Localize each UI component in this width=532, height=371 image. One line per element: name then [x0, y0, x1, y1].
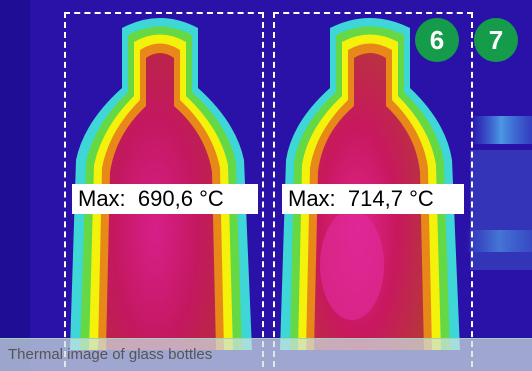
max-label-prefix: Max:	[288, 186, 336, 211]
warm-pipe-right	[470, 150, 532, 270]
max-label-prefix: Max:	[78, 186, 126, 211]
left-edge-band	[0, 0, 30, 371]
max-temperature-label-2: Max: 714,7 °C	[282, 184, 464, 214]
measurement-region-2[interactable]	[273, 12, 473, 371]
max-temperature-value: 690,6 °C	[137, 186, 224, 211]
warm-pipe-upper	[470, 116, 532, 144]
bottle-2-hotspot	[320, 210, 384, 320]
number-badge-6: 6	[415, 18, 459, 62]
measurement-region-1[interactable]	[64, 12, 264, 371]
max-temperature-label-1: Max: 690,6 °C	[72, 184, 258, 214]
max-temperature-value: 714,7 °C	[347, 186, 434, 211]
number-badge-7: 7	[474, 18, 518, 62]
caption-bar: Thermal image of glass bottles	[0, 338, 532, 371]
image-caption: Thermal image of glass bottles	[8, 346, 213, 363]
